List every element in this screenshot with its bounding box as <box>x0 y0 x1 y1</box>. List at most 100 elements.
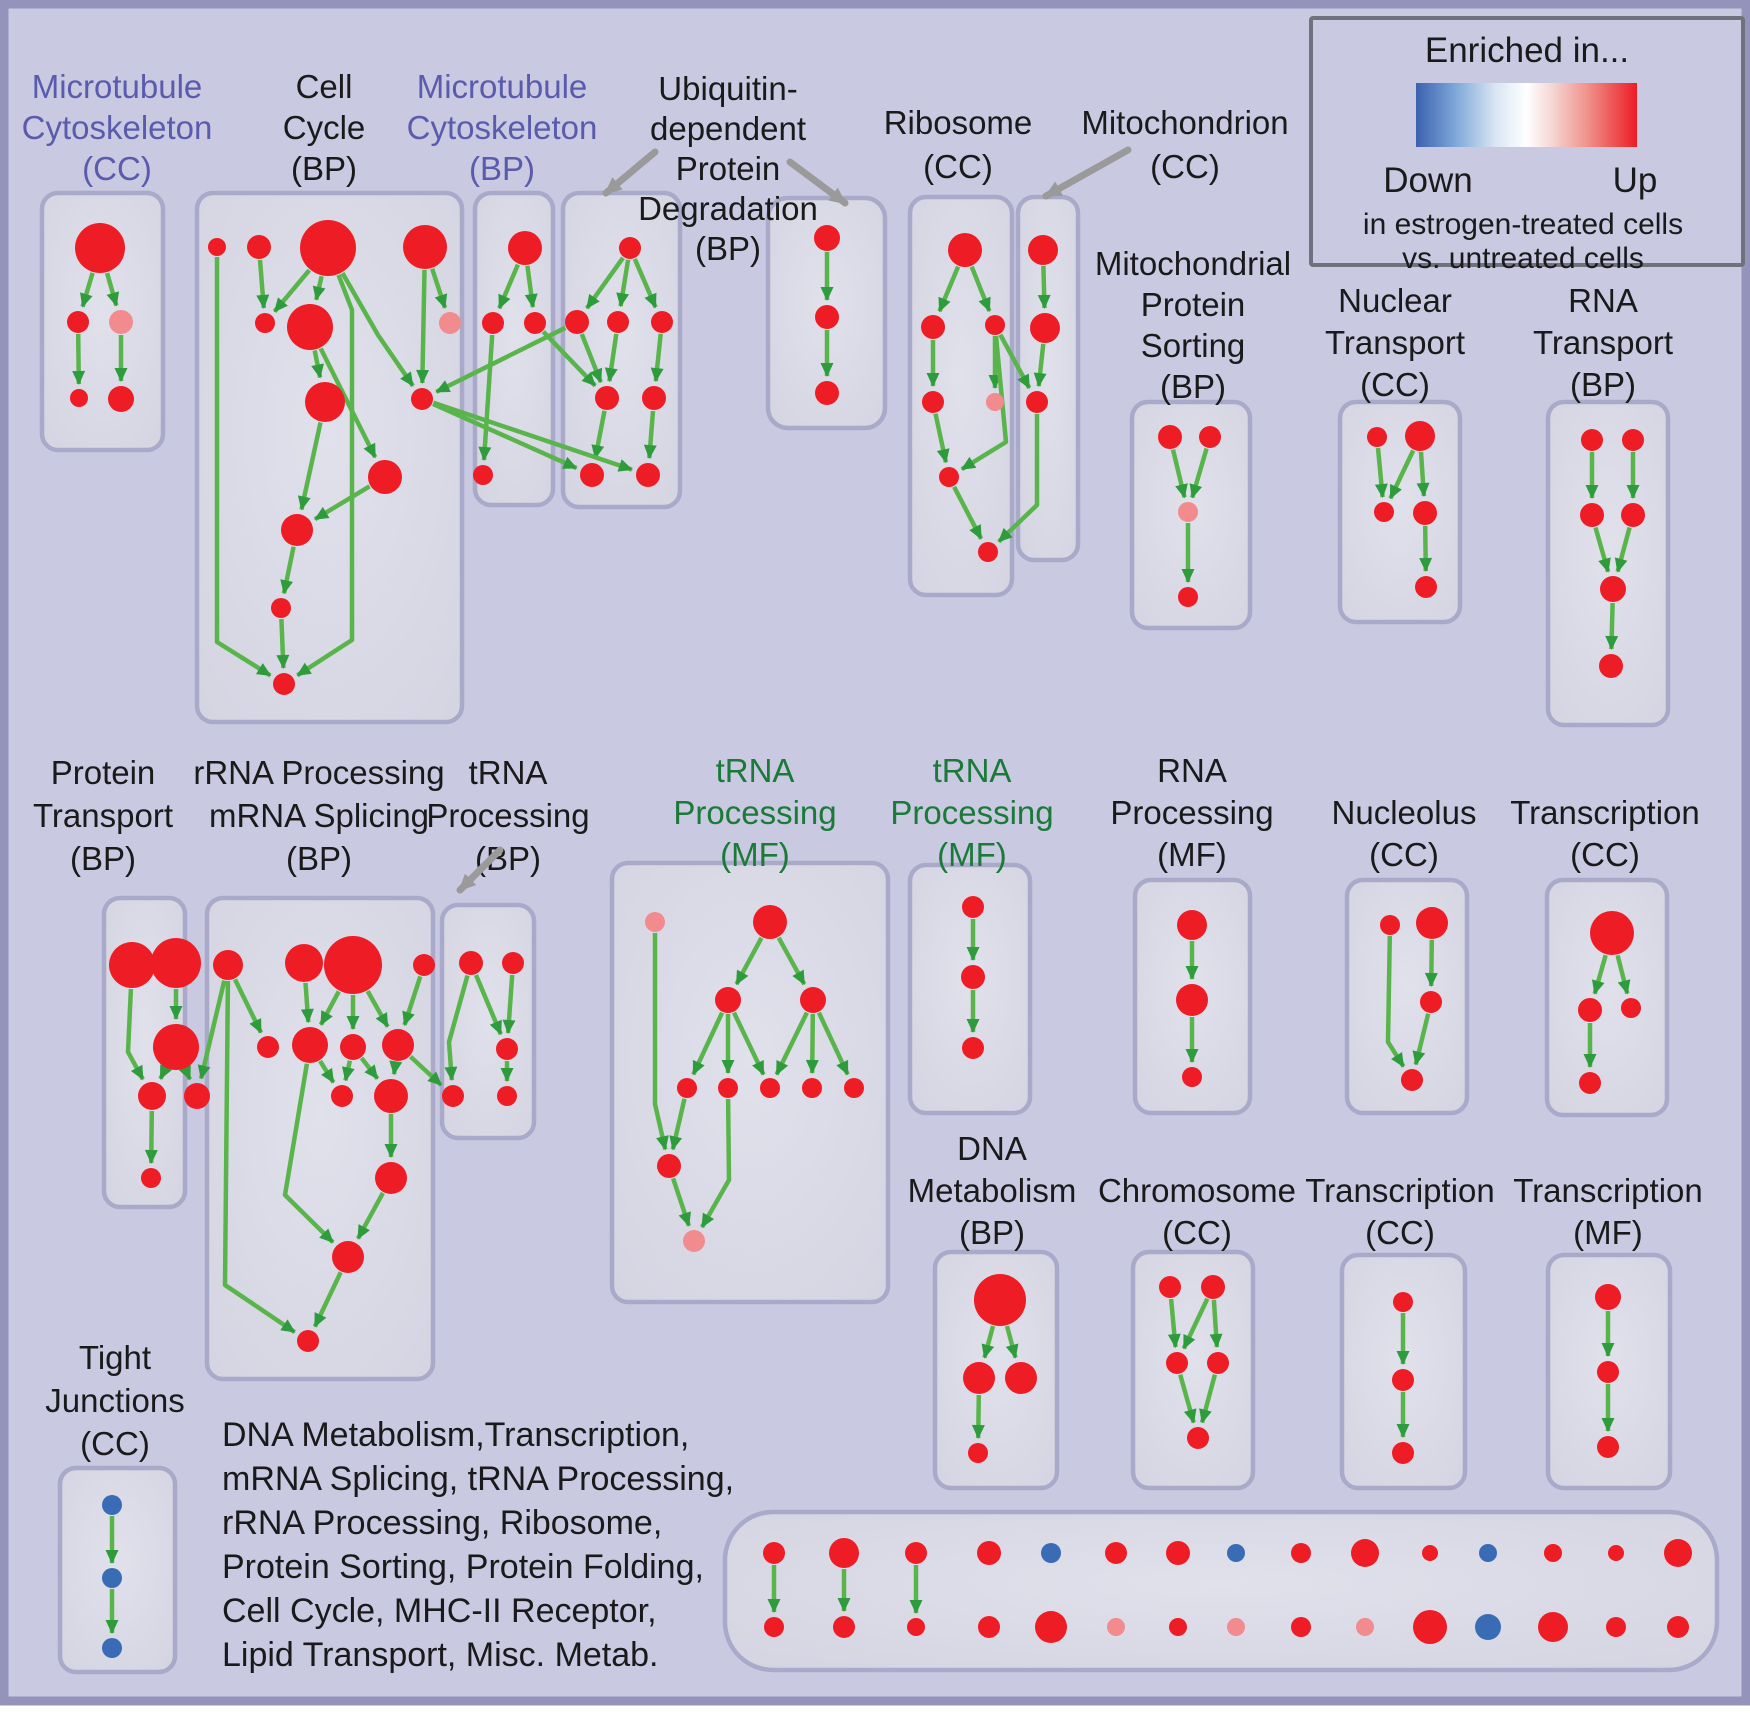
misc-text-line5: Lipid Transport, Misc. Metab. <box>222 1636 659 1674</box>
edge-trna-processing-mf-7 <box>816 1011 850 1076</box>
misc-text-line4: Cell Cycle, MHC-II Receptor, <box>222 1592 657 1630</box>
node-transcription-cc-low-1 <box>1392 1369 1414 1391</box>
node-transcription-mf-1 <box>1597 1361 1619 1383</box>
edge-rrna-processing-mrna-splicing-bp-12 <box>356 1191 385 1240</box>
label-protein-transport-bp-line0: Protein <box>51 754 156 791</box>
trna-bp-arrow <box>456 846 504 894</box>
node-ubiquitin-degradation-bp-5 <box>642 386 666 410</box>
edge-nucleolus-cc-2 <box>1385 935 1406 1068</box>
edge-rna-transport-bp-4 <box>1605 602 1619 650</box>
edge-cell-cycle-bp-1 <box>272 268 312 313</box>
node-transcription-mf-2 <box>1597 1436 1619 1458</box>
node-rna-transport-bp-4 <box>1600 576 1626 602</box>
edge-dna-metabolism-bp-0 <box>981 1325 996 1359</box>
label-mito-protein-sorting-bp-line3: (BP) <box>1160 368 1226 405</box>
label-microtubule-cytoskeleton-bp-line2: (BP) <box>469 150 535 187</box>
node-ribosome-cc-6 <box>978 542 998 562</box>
node-trna-processing-mf-0 <box>645 912 665 932</box>
group-box-microtubule-cytoskeleton-cc <box>39 190 166 453</box>
misc-text-line2: rRNA Processing, Ribosome, <box>222 1504 662 1542</box>
node-misc-cluster-9 <box>1351 1539 1379 1567</box>
edge-microtubule-cytoskeleton-cc-1 <box>104 272 120 307</box>
node-tight-junctions-cc-0 <box>102 1495 122 1515</box>
label-mitochondrion-cc-line1: (CC) <box>1150 148 1220 185</box>
node-nucleolus-cc-1 <box>1416 907 1448 939</box>
label-dna-metabolism-bp-line1: Metabolism <box>908 1172 1077 1209</box>
group-box-nucleolus-cc <box>1344 877 1470 1116</box>
node-rrna-processing-mrna-splicing-bp-9 <box>331 1085 353 1107</box>
node-ubiquitin-degradation-bp-2 <box>607 311 629 333</box>
node-chromosome-cc-3 <box>1207 1352 1229 1374</box>
node-misc-cluster-14 <box>1664 1539 1692 1567</box>
label-rna-processing-mf-line2: (MF) <box>1157 836 1227 873</box>
node-microtubule-cytoskeleton-cc-2 <box>109 310 133 334</box>
edge-cell-cycle-bp-3 <box>430 268 448 309</box>
node-microtubule-cytoskeleton-cc-1 <box>67 311 89 333</box>
label-trna-processing-mf-2-line1: Processing <box>890 794 1053 831</box>
node-mitochondrial-protein-sorting-bp-2 <box>1178 502 1198 522</box>
edge-microtubule-cytoskeleton-bp-0 <box>497 263 520 310</box>
node-microtubule-cytoskeleton-cc-3 <box>70 389 88 407</box>
edge-chromosome-cc-2 <box>1209 1299 1223 1348</box>
node-cell-cycle-bp-10 <box>281 514 313 546</box>
node-misc-cluster-12 <box>1544 1544 1562 1562</box>
edge-protein-transport-bp-2 <box>158 1064 172 1080</box>
group-box-ribosome-cc <box>907 194 1015 598</box>
label-nuclear-transport-cc-line2: (CC) <box>1360 366 1430 403</box>
node-mitochondrion-cc-2 <box>1026 391 1048 413</box>
edge-ribosome-cc-1 <box>969 265 992 313</box>
label-ribosome-cc-line0: Ribosome <box>884 104 1033 141</box>
node-ubiquitin-degradation-bp-2-2 <box>815 381 839 405</box>
edge-trna-processing-bp-3 <box>444 974 470 1081</box>
node-misc-cluster-5 <box>1105 1542 1127 1564</box>
label-transcription-cc-mid-line0: Transcription <box>1510 794 1700 831</box>
node-mitochondrion-cc-1 <box>1030 313 1060 343</box>
node-rrna-processing-mrna-splicing-bp-6 <box>340 1034 366 1060</box>
label-cell-cycle-bp-line2: (BP) <box>291 150 357 187</box>
node-cell-cycle-bp-9 <box>368 460 402 494</box>
edge-nucleolus-cc-1 <box>1412 1013 1431 1066</box>
node-misc-cluster-6 <box>1166 1541 1190 1565</box>
cross-edge-0 <box>435 325 567 394</box>
edge-chromosome-cc-0 <box>1167 1298 1181 1349</box>
node-cell-cycle-bp-11 <box>271 598 291 618</box>
node-ubiquitin-degradation-bp-4 <box>595 386 619 410</box>
node-rna-processing-mf-2 <box>1182 1067 1202 1087</box>
label-rrna-mrna-bp-line1: mRNA Splicing <box>209 797 429 834</box>
label-trna-processing-bp-line0: tRNA <box>469 754 548 791</box>
node-ubiquitin-degradation-bp-0 <box>619 237 641 259</box>
node-misc-cluster-2 <box>905 1542 927 1564</box>
label-ribosome-cc-line1: (CC) <box>923 148 993 185</box>
node-misc-cluster-26 <box>1475 1614 1501 1640</box>
node-nuclear-transport-cc-1 <box>1405 421 1435 451</box>
node-nucleolus-cc-3 <box>1401 1069 1423 1091</box>
node-ribosome-cc-1 <box>921 315 945 339</box>
misc-text-line1: mRNA Splicing, tRNA Processing, <box>222 1460 734 1498</box>
edge-chromosome-cc-1 <box>1181 1297 1210 1350</box>
node-rrna-processing-mrna-splicing-bp-3 <box>413 954 435 976</box>
label-trna-processing-mf-1-line1: Processing <box>673 794 836 831</box>
cross-edge-6 <box>178 1064 192 1081</box>
edge-trna-processing-mf-0 <box>734 936 764 986</box>
label-chromosome-cc-line1: (CC) <box>1162 1214 1232 1251</box>
node-nucleolus-cc-2 <box>1420 991 1442 1013</box>
node-ubiquitin-degradation-bp-1 <box>565 310 589 334</box>
node-misc-cluster-8 <box>1291 1543 1311 1563</box>
node-chromosome-cc-4 <box>1187 1427 1209 1449</box>
label-dna-metabolism-bp-line2: (BP) <box>959 1214 1025 1251</box>
node-tight-junctions-cc-2 <box>102 1638 122 1658</box>
edge-cell-cycle-bp-0 <box>256 259 270 309</box>
node-transcription-mf-0 <box>1595 1284 1621 1310</box>
node-nuclear-transport-cc-3 <box>1413 501 1437 525</box>
node-protein-transport-bp-4 <box>141 1168 161 1188</box>
node-chromosome-cc-2 <box>1166 1352 1188 1374</box>
node-trna-processing-mf-9 <box>657 1154 681 1178</box>
node-mitochondrial-protein-sorting-bp-3 <box>1178 587 1198 607</box>
node-rrna-processing-mrna-splicing-bp-4 <box>257 1036 279 1058</box>
cross-edge-1 <box>432 401 578 471</box>
group-box-transcription-cc-mid <box>1544 877 1670 1118</box>
node-misc-cluster-24 <box>1356 1618 1374 1636</box>
node-cell-cycle-bp-12 <box>273 673 295 695</box>
edge-nuclear-transport-cc-3 <box>1419 525 1433 572</box>
